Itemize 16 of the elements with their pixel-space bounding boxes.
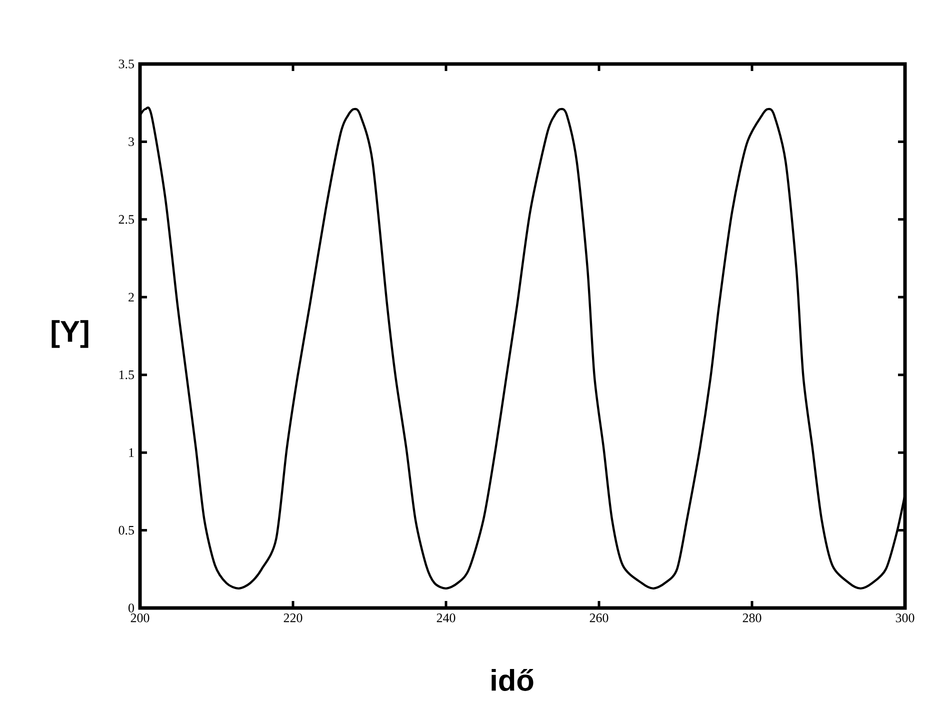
x-tick-label: 300 <box>896 614 914 622</box>
x-tick-label: 240 <box>436 614 456 622</box>
y-tick-label: 2.5 <box>118 215 134 224</box>
x-tick-label: 260 <box>590 614 608 622</box>
y-tick-label: 3 <box>128 137 134 146</box>
y-tick-label: 0 <box>128 604 134 612</box>
y-tick-label: 0.5 <box>118 526 134 535</box>
y-axis-title: [Y] <box>52 320 88 348</box>
y-tick-label: 1.5 <box>119 370 134 380</box>
y-tick-label: 3.5 <box>118 60 134 68</box>
y-tick-label: 1 <box>129 448 134 457</box>
x-tick-label: 280 <box>742 614 762 622</box>
y-tick-label: 2 <box>128 292 134 302</box>
x-axis-title: idő <box>492 669 534 691</box>
x-tick-label: 200 <box>130 614 150 622</box>
x-tick-label: 220 <box>284 614 302 622</box>
